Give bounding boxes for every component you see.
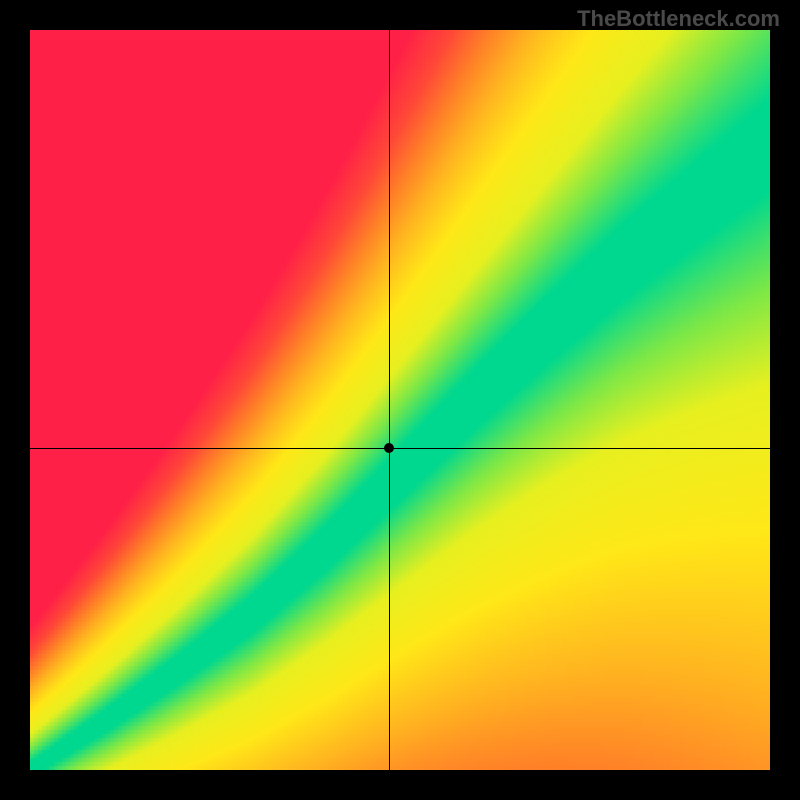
watermark-text: TheBottleneck.com — [577, 6, 780, 32]
crosshair-vertical — [389, 30, 390, 770]
selection-marker — [384, 443, 394, 453]
heatmap-canvas — [30, 30, 770, 770]
crosshair-horizontal — [30, 448, 770, 449]
bottleneck-heatmap — [30, 30, 770, 770]
